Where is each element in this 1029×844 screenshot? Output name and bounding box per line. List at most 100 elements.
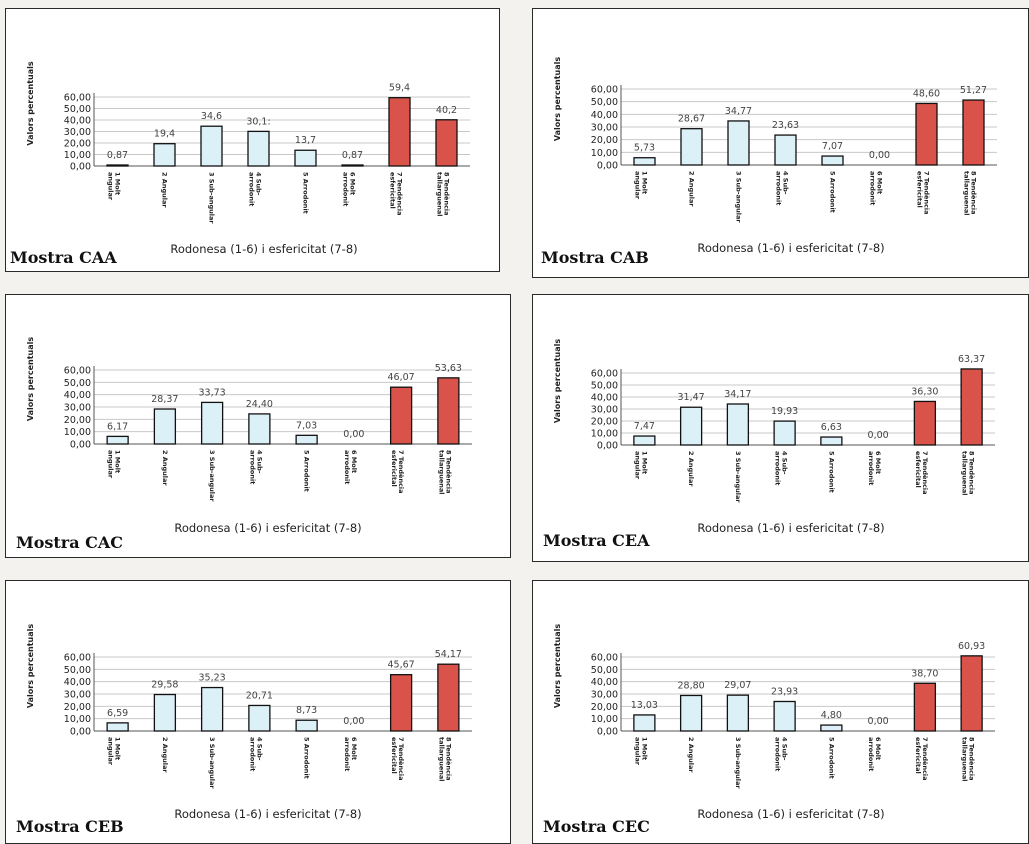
data-label: 28,37 bbox=[151, 394, 178, 405]
category-label: 2 Angular bbox=[161, 450, 169, 486]
bar bbox=[773, 700, 796, 732]
bar-chart: 0,0010,0020,0030,0040,0050,0060,00Valors… bbox=[26, 624, 472, 821]
category-label-line: 6 Molt bbox=[874, 451, 882, 474]
data-label: 7,07 bbox=[822, 141, 843, 152]
bar bbox=[200, 686, 224, 732]
y-tick-label: 60,00 bbox=[591, 653, 618, 664]
category-label-line: 8 Tendència bbox=[443, 172, 451, 216]
category-label-line: angular bbox=[634, 171, 642, 200]
category-label-line: 7 Tendència bbox=[396, 172, 404, 216]
y-axis-title: Valors percentuals bbox=[26, 61, 35, 146]
data-label: 6,63 bbox=[821, 422, 842, 433]
category-label: 3 Sub-angular bbox=[208, 737, 216, 789]
data-label: 28,67 bbox=[678, 114, 705, 125]
y-tick-label: 40,00 bbox=[64, 390, 91, 401]
data-label: 4,80 bbox=[821, 710, 842, 721]
x-axis-title: Rodonesa (1-6) i esfericitat (7-8) bbox=[174, 807, 361, 821]
chart-panel-cac: 0,00 10,00 20,00 30,00 40,00 50,00 60,00 Valors… bbox=[5, 294, 511, 558]
bar bbox=[633, 157, 656, 166]
y-tick-label: 0,00 bbox=[70, 727, 91, 738]
bar bbox=[820, 724, 843, 732]
y-axis-title: Valors percentuals bbox=[553, 57, 562, 142]
y-tick-label: 50,00 bbox=[64, 665, 91, 676]
y-tick-label: 50,00 bbox=[64, 104, 91, 115]
category-label-line: esfericital bbox=[914, 737, 922, 774]
data-label: 0,00 bbox=[868, 430, 889, 441]
category-label-line: angular bbox=[107, 737, 115, 766]
y-tick-label: 0,00 bbox=[597, 727, 618, 738]
y-tick-label: 60,00 bbox=[64, 366, 91, 377]
y-axis-title: Valors percentuals bbox=[26, 624, 35, 709]
bar bbox=[679, 406, 703, 446]
y-tick-label: 40,00 bbox=[64, 677, 91, 688]
category-label-line: 2 Angular bbox=[161, 172, 169, 208]
y-tick-label: 40,00 bbox=[591, 110, 618, 121]
x-axis-title: Rodonesa (1-6) i esfericitat (7-8) bbox=[697, 807, 884, 821]
sample-label: Mostra CAA bbox=[10, 248, 117, 267]
bar-chart: 0,0010,0020,0030,0040,0050,0060,00Valors… bbox=[553, 339, 995, 535]
y-tick-label: 0,00 bbox=[70, 440, 91, 451]
category-label-line: esfericital bbox=[914, 451, 922, 488]
category-label: 7 Tendènciaesfericital bbox=[916, 171, 931, 215]
data-label: 29,58 bbox=[151, 680, 178, 691]
bar bbox=[680, 128, 703, 166]
y-tick-label: 50,00 bbox=[64, 378, 91, 389]
data-label: 0,00 bbox=[868, 716, 889, 727]
category-label-line: 6 Molt bbox=[874, 737, 882, 760]
category-label-line: 2 Angular bbox=[687, 737, 695, 773]
chart-panel-cab: 0,00 10,00 20,00 30,00 40,00 50,00 60,00 Valors… bbox=[532, 8, 1029, 278]
category-label-line: tallarguenal bbox=[963, 171, 971, 215]
data-label: 34,77 bbox=[725, 106, 752, 117]
data-label: 13,03 bbox=[631, 700, 658, 711]
data-label: 6,59 bbox=[107, 708, 128, 719]
y-tick-label: 30,00 bbox=[64, 690, 91, 701]
category-label: 8 Tendènciatallarguenal bbox=[437, 737, 452, 781]
category-label: 3 Sub-angular bbox=[735, 171, 743, 223]
category-label: 6 Moltarrodonit bbox=[343, 450, 358, 484]
category-label-line: arrodonit bbox=[248, 450, 256, 484]
bar bbox=[679, 694, 703, 732]
bar bbox=[248, 704, 271, 732]
category-label-line: 8 Tendència bbox=[444, 737, 452, 781]
bar bbox=[820, 436, 843, 446]
category-label: 2 Angular bbox=[161, 172, 169, 208]
category-label: 8 Tendènciatallarguenal bbox=[961, 451, 976, 495]
bar bbox=[106, 435, 129, 445]
category-label-line: esfericital bbox=[390, 737, 398, 774]
category-label-line: 3 Sub-angular bbox=[208, 737, 216, 789]
category-label-line: 4 Sub- bbox=[782, 171, 790, 195]
y-tick-label: 50,00 bbox=[591, 381, 618, 392]
bar bbox=[153, 143, 176, 167]
category-label-line: tallarguenal bbox=[437, 737, 445, 781]
bar bbox=[435, 119, 458, 167]
category-label: 8 Tendènciatallarguenal bbox=[961, 737, 976, 781]
category-label: 6 Moltarrodonit bbox=[342, 172, 357, 206]
category-label-line: arrodonit bbox=[342, 172, 350, 206]
data-label: 6,17 bbox=[107, 421, 128, 432]
category-label-line: 3 Sub-angular bbox=[735, 171, 743, 223]
data-label: 30,1: bbox=[246, 116, 270, 127]
category-label-line: 4 Sub- bbox=[255, 450, 263, 474]
category-label-line: angular bbox=[107, 450, 115, 479]
category-label-line: 2 Angular bbox=[687, 451, 695, 487]
y-axis-title: Valors percentuals bbox=[553, 339, 562, 424]
category-label-line: arrodonit bbox=[775, 171, 783, 205]
category-label-line: angular bbox=[633, 737, 641, 766]
data-label: 33,73 bbox=[199, 387, 226, 398]
y-tick-label: 20,00 bbox=[591, 135, 618, 146]
data-label: 24,40 bbox=[246, 399, 273, 410]
category-label: 5 Arrodonit bbox=[827, 737, 835, 779]
bar bbox=[773, 420, 796, 446]
data-label: 31,47 bbox=[678, 392, 705, 403]
bar bbox=[106, 722, 129, 732]
category-label: 4 Sub-arrodonit bbox=[775, 171, 790, 205]
data-label: 19,4 bbox=[154, 129, 175, 140]
category-label-line: arrodonit bbox=[867, 451, 875, 485]
category-label-line: 5 Arrodonit bbox=[302, 172, 310, 214]
y-tick-label: 40,00 bbox=[64, 116, 91, 127]
category-label: 2 Angular bbox=[687, 451, 695, 487]
category-label: 4 Sub-arrodonit bbox=[248, 450, 263, 484]
category-label-line: 1 Molt bbox=[640, 451, 648, 474]
bar-chart: 0,0010,0020,0030,0040,0050,0060,00Valors… bbox=[26, 61, 470, 256]
bar bbox=[913, 682, 937, 732]
